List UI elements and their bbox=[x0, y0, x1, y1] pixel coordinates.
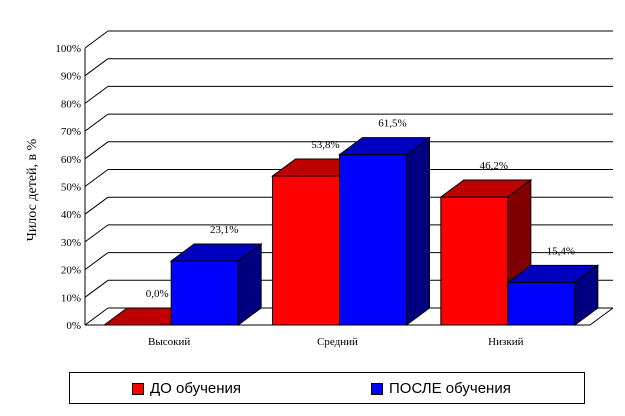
data-label: 53,8% bbox=[311, 139, 339, 151]
data-label: 46,2% bbox=[480, 160, 508, 172]
floor-edge bbox=[589, 307, 614, 326]
y-axis-label: Чилос детей, в % bbox=[25, 138, 40, 241]
y-tick-label: 10% bbox=[61, 292, 81, 304]
legend-swatch-after bbox=[371, 382, 383, 395]
y-tick-label: 90% bbox=[61, 71, 81, 83]
legend: ДО обучения ПОСЛЕ обучения bbox=[69, 372, 585, 404]
gridline-diagonal bbox=[84, 252, 109, 271]
bar-front bbox=[272, 175, 340, 326]
gridline-diagonal bbox=[84, 224, 109, 243]
gridline-diagonal bbox=[84, 307, 109, 326]
gridline-diagonal bbox=[84, 30, 109, 49]
y-tick-label: 30% bbox=[61, 237, 81, 249]
bars bbox=[102, 136, 600, 326]
bar bbox=[169, 243, 263, 326]
gridline-diagonal bbox=[84, 85, 109, 104]
x-tick-label: Низкий bbox=[488, 336, 523, 348]
bar-front bbox=[339, 154, 407, 326]
bar bbox=[439, 179, 533, 326]
legend-swatch-before bbox=[132, 382, 144, 395]
x-tick-label: Средний bbox=[317, 336, 358, 348]
bar-front bbox=[440, 196, 509, 326]
x-tick-label: Высокий bbox=[148, 336, 190, 348]
legend-item-after: ПОСЛЕ обучения bbox=[371, 380, 511, 397]
y-tick-label: 100% bbox=[55, 43, 81, 55]
gridline-diagonal bbox=[84, 113, 109, 132]
data-label: 0,0% bbox=[146, 288, 169, 300]
bar bbox=[337, 136, 432, 326]
data-label: 23,1% bbox=[210, 224, 238, 236]
legend-label-before: ДО обучения bbox=[150, 380, 242, 397]
y-tick-label: 20% bbox=[61, 265, 81, 277]
bar-side bbox=[574, 264, 599, 326]
y-tick-label: 50% bbox=[61, 182, 81, 194]
gridline-diagonal bbox=[84, 141, 109, 160]
legend-item-before: ДО обучения bbox=[132, 380, 241, 397]
gridline-diagonal bbox=[84, 279, 109, 298]
y-tick-label: 80% bbox=[61, 98, 81, 110]
bar bbox=[506, 264, 600, 326]
bar-side bbox=[406, 136, 430, 326]
bar-front bbox=[170, 260, 239, 326]
y-tick-label: 0% bbox=[66, 320, 81, 332]
y-tick-labels: 0% 10% 20% 30% 40% 50% 60% 70% 80% 90% 100% bbox=[55, 43, 81, 332]
data-labels: 0,0% 23,1% 53,8% 61,5% 46,2% 15,4% bbox=[146, 118, 575, 300]
gridline-diagonal bbox=[84, 169, 109, 187]
y-tick-label: 40% bbox=[61, 209, 81, 221]
gridline-diagonal bbox=[84, 196, 109, 215]
y-tick-label: 60% bbox=[61, 154, 81, 166]
data-label: 61,5% bbox=[378, 118, 406, 130]
bar-side bbox=[237, 243, 262, 326]
gridline-diagonal bbox=[84, 58, 109, 77]
y-tick-label: 70% bbox=[61, 126, 81, 138]
x-tick-labels: Высокий Средний Низкий bbox=[148, 336, 524, 348]
legend-label-after: ПОСЛЕ обучения bbox=[389, 380, 511, 397]
bar-front bbox=[507, 281, 576, 326]
data-label: 15,4% bbox=[547, 245, 575, 257]
